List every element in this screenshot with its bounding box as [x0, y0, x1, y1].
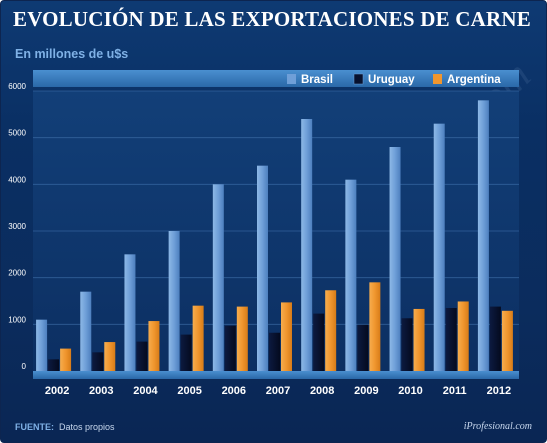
y-tick-label: 2000	[8, 269, 26, 278]
bar-uruguay-2008	[313, 313, 325, 371]
x-tick-label: 2006	[222, 385, 246, 397]
bar-brasil-2008	[301, 119, 313, 371]
bar-brasil-2006	[212, 184, 224, 371]
y-tick-label: 3000	[8, 222, 26, 231]
legend-label-uruguay: Uruguay	[368, 74, 415, 86]
legend-label-brasil: Brasil	[301, 74, 333, 86]
x-tick-label: 2007	[266, 385, 290, 397]
x-tick-label: 2010	[398, 385, 422, 397]
brand-label: iProfesional.com	[463, 421, 532, 432]
bar-uruguay-2009	[357, 324, 369, 371]
chart-subtitle: En millones de u$s	[15, 47, 129, 61]
bar-brasil-2005	[168, 231, 180, 371]
bar-argentina-2010	[413, 308, 425, 371]
bar-brasil-2010	[389, 147, 401, 371]
bar-argentina-2005	[192, 305, 204, 371]
x-tick-label: 2011	[443, 385, 467, 397]
bar-argentina-2004	[148, 321, 160, 371]
x-tick-label: 2002	[45, 385, 69, 397]
y-tick-label: 4000	[8, 175, 26, 184]
bar-brasil-2007	[257, 165, 268, 371]
bar-uruguay-2005	[180, 334, 192, 371]
legend-label-argentina: Argentina	[447, 74, 501, 86]
bar-argentina-2003	[104, 342, 116, 371]
x-tick-label: 2008	[310, 385, 334, 397]
source-text: Datos propios	[59, 422, 115, 432]
bar-uruguay-2003	[92, 352, 104, 371]
bar-brasil-2002	[36, 319, 48, 371]
bar-brasil-2011	[433, 123, 445, 372]
bar-uruguay-2002	[48, 359, 60, 371]
bar-argentina-2008	[325, 290, 337, 371]
bar-argentina-2009	[369, 282, 381, 371]
legend-swatch-uruguay	[353, 73, 364, 85]
y-tick-label: 6000	[8, 82, 26, 91]
x-tick-label: 2005	[177, 385, 201, 397]
x-tick-label: 2009	[354, 385, 378, 397]
bar-uruguay-2012	[489, 306, 501, 371]
bar-argentina-2006	[236, 306, 248, 371]
bar-argentina-2011	[457, 301, 469, 371]
bar-uruguay-2011	[445, 308, 457, 371]
bar-brasil-2003	[80, 291, 92, 371]
bar-argentina-2007	[281, 302, 292, 371]
legend-swatch-argentina	[433, 74, 442, 84]
bar-argentina-2002	[60, 348, 72, 371]
legend-swatch-brasil	[287, 74, 296, 84]
y-tick-label: 1000	[8, 315, 26, 324]
bar-brasil-2009	[345, 179, 357, 371]
bar-uruguay-2010	[401, 318, 413, 371]
bar-uruguay-2007	[269, 332, 280, 371]
bar-brasil-2004	[124, 254, 136, 371]
x-axis-band	[33, 371, 519, 379]
bar-brasil-2012	[477, 100, 489, 371]
source-note: FUENTE: Datos propios	[15, 422, 115, 432]
bar-uruguay-2004	[136, 341, 148, 371]
y-tick-label: 0	[22, 362, 27, 371]
y-tick-label: 5000	[8, 129, 26, 138]
legend-bar	[33, 70, 519, 87]
bar-argentina-2012	[501, 310, 513, 371]
bar-uruguay-2006	[224, 325, 236, 371]
x-tick-label: 2012	[487, 385, 511, 397]
x-tick-label: 2004	[133, 385, 158, 397]
chart-title: EVOLUCIÓN DE LAS EXPORTACIONES DE CARNE	[13, 7, 531, 31]
x-tick-label: 2003	[89, 385, 113, 397]
source-label: FUENTE:	[15, 422, 54, 432]
